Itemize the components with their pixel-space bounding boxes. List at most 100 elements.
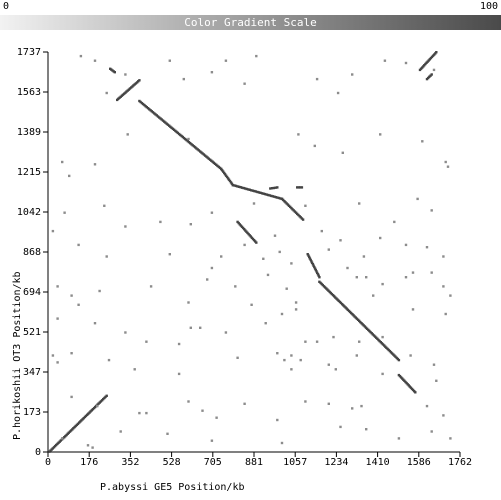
match-point <box>353 315 356 318</box>
match-point <box>260 192 264 195</box>
match-point <box>148 108 151 111</box>
scatter-point <box>346 266 349 270</box>
scatter-point <box>444 312 447 316</box>
match-point <box>145 106 148 109</box>
match-point <box>229 181 233 184</box>
scatter-point <box>70 395 73 399</box>
match-point <box>274 186 277 189</box>
match-point <box>207 157 210 160</box>
match-point <box>242 186 245 190</box>
scatter-point <box>416 197 419 201</box>
match-point <box>221 169 224 172</box>
match-point <box>139 100 142 104</box>
x-tick-label: 176 <box>80 457 98 468</box>
scatter-point <box>430 271 433 274</box>
scatter-point <box>379 133 382 136</box>
match-point <box>314 268 317 272</box>
match-point <box>274 196 278 199</box>
scatter-point <box>425 246 429 249</box>
scatter-point <box>51 354 55 357</box>
scatter-point <box>210 71 214 74</box>
scatter-point <box>294 308 298 311</box>
match-point <box>269 187 272 190</box>
scatter-point <box>280 312 284 316</box>
match-point <box>290 206 293 210</box>
scatter-point <box>252 202 256 205</box>
scatter-point <box>304 340 307 343</box>
y-tick-label: 868 <box>23 247 41 258</box>
match-point <box>250 189 253 192</box>
match-point <box>297 186 300 189</box>
scatter-point <box>285 287 288 290</box>
match-point <box>390 352 394 355</box>
match-point <box>251 189 255 192</box>
data-series <box>48 51 452 453</box>
scatter-point <box>381 372 384 376</box>
scatter-point <box>210 266 214 270</box>
scatter-point <box>70 352 73 355</box>
match-point <box>170 126 173 129</box>
y-tick-label: 1042 <box>17 207 41 218</box>
scatter-point <box>93 59 97 62</box>
match-point <box>203 154 207 157</box>
match-point <box>227 178 231 181</box>
match-point <box>223 173 227 176</box>
match-point <box>226 177 230 180</box>
scatter-point <box>266 273 270 277</box>
tick-labels: 0 176 352 528 705 881 1057 1234 1410 1586 1762 0 173… <box>17 47 472 468</box>
scatter-point <box>149 285 153 288</box>
y-tick-label: 0 <box>35 447 41 458</box>
match-point <box>64 434 67 438</box>
scatter-point <box>187 301 190 304</box>
scatter-point <box>124 73 127 76</box>
scatter-point <box>411 271 415 274</box>
y-tick-label: 1563 <box>17 87 41 98</box>
x-tick-label: 1762 <box>448 457 472 468</box>
x-tick-label: 881 <box>245 457 263 468</box>
scatter-point <box>199 326 202 329</box>
match-point <box>240 186 244 189</box>
scatter-point <box>133 368 136 371</box>
scatter-point <box>297 133 300 136</box>
scatter-point <box>70 294 73 297</box>
scatter-point <box>411 308 415 311</box>
match-point <box>105 394 108 397</box>
match-point <box>257 191 261 194</box>
scatter-point <box>96 404 99 408</box>
match-point <box>144 105 147 108</box>
scatter-point <box>201 409 204 412</box>
match-point <box>248 188 251 191</box>
match-point <box>233 184 236 187</box>
scatter-point <box>332 335 335 339</box>
scatter-point <box>68 174 71 178</box>
match-point <box>236 185 239 188</box>
scatter-point <box>63 211 66 214</box>
scatter-point <box>372 294 375 297</box>
match-point <box>158 116 161 119</box>
match-point <box>414 391 417 394</box>
scatter-point <box>215 416 218 419</box>
match-point <box>58 440 61 443</box>
x-tick-label: 1586 <box>407 457 431 468</box>
scatter-point <box>393 220 396 224</box>
scatter-point <box>430 209 433 212</box>
scatter-point <box>126 133 129 136</box>
scatter-point <box>358 340 361 343</box>
x-tick-label: 0 <box>45 457 51 468</box>
color-gradient-scale-bar <box>0 15 501 30</box>
scatter-point <box>379 236 382 240</box>
match-point <box>317 274 320 277</box>
match-point <box>273 195 276 198</box>
match-point <box>435 51 438 54</box>
match-point <box>244 187 247 190</box>
match-point <box>211 160 214 163</box>
match-point <box>247 232 250 236</box>
scatter-point <box>56 285 59 288</box>
scatter-point <box>210 211 214 214</box>
scatter-point <box>446 165 450 168</box>
match-point <box>230 182 234 185</box>
match-point <box>397 358 401 362</box>
match-point <box>138 79 141 82</box>
match-point <box>345 307 348 310</box>
scatter-point <box>435 379 438 382</box>
